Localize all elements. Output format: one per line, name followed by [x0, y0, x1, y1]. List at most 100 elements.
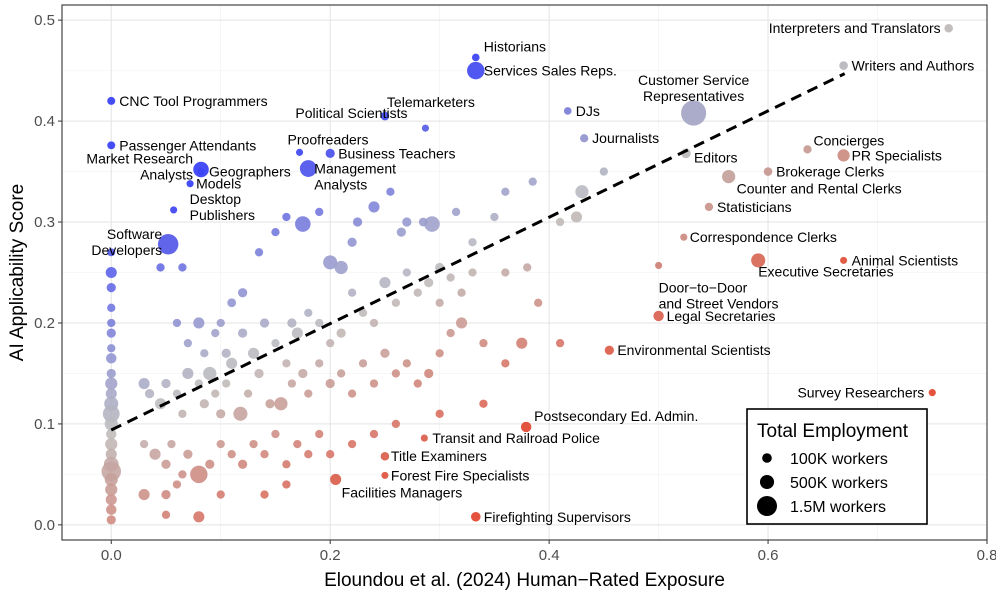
data-point — [282, 359, 291, 368]
data-point — [534, 298, 543, 307]
data-point — [200, 349, 209, 358]
data-point — [167, 439, 176, 449]
data-point — [336, 369, 346, 378]
point-label: Editors — [694, 149, 738, 165]
data-point — [456, 317, 468, 329]
data-point — [203, 366, 217, 381]
labeled-data-point — [604, 345, 614, 355]
legend-swatch — [762, 453, 772, 463]
data-point — [424, 277, 434, 288]
point-label: Title Examiners — [391, 448, 487, 464]
labeled-data-point — [704, 202, 714, 212]
point-label: CNC Tool Programmers — [119, 93, 267, 109]
data-point — [358, 359, 368, 368]
data-point — [161, 378, 171, 389]
data-point — [402, 217, 412, 227]
x-axis-title: Eloundou et al. (2024) Human−Rated Expos… — [324, 570, 725, 591]
data-point — [211, 389, 220, 398]
point-label: Journalists — [592, 130, 659, 146]
point-label: Writers and Authors — [852, 58, 975, 74]
data-point — [516, 337, 528, 349]
data-point — [391, 369, 401, 378]
data-point — [199, 399, 209, 409]
data-point — [347, 237, 357, 247]
point-label: Animal Scientists — [852, 252, 959, 268]
labeled-data-point — [107, 141, 116, 150]
point-label: Forest Fire Specialists — [391, 467, 529, 483]
data-point — [105, 437, 118, 451]
point-label-line: Analysts — [314, 177, 367, 193]
point-label: Transit and Railroad Police — [432, 430, 600, 446]
point-label: Historians — [484, 38, 546, 54]
data-point — [139, 439, 149, 449]
data-point — [347, 389, 357, 398]
data-point — [336, 328, 346, 338]
data-point — [178, 470, 187, 479]
trend-line — [110, 72, 846, 432]
data-point — [260, 450, 269, 459]
labeled-data-point — [653, 310, 664, 322]
data-point — [205, 459, 215, 469]
data-point — [106, 328, 116, 338]
data-point — [161, 510, 171, 519]
data-point — [260, 490, 269, 499]
data-point — [178, 409, 187, 418]
data-point — [172, 480, 182, 489]
data-point — [107, 248, 116, 257]
data-point — [501, 359, 510, 368]
point-label: Facilities Managers — [342, 484, 463, 500]
data-point — [216, 490, 225, 499]
point-label-line: Door−to−Door — [659, 279, 748, 295]
labeled-data-point — [944, 23, 953, 33]
data-point — [105, 483, 118, 496]
labeled-data-point — [840, 256, 848, 264]
data-point — [352, 217, 363, 227]
data-point — [446, 273, 455, 282]
data-point — [287, 318, 297, 328]
y-axis-ticks: 0.0 0.1 0.2 0.3 0.4 0.5 — [34, 12, 62, 534]
data-point — [190, 465, 208, 484]
point-label: Geographers — [209, 164, 291, 180]
y-tick-label: 0.1 — [34, 416, 55, 433]
data-point — [391, 298, 401, 307]
data-point — [386, 187, 395, 196]
point-label: Customer Service Representatives — [638, 72, 749, 104]
data-point — [369, 318, 379, 328]
point-label: Software Developers — [91, 226, 162, 258]
data-point — [402, 359, 411, 368]
data-point — [105, 494, 117, 506]
labeled-data-point — [803, 145, 812, 154]
data-point — [138, 489, 150, 501]
data-point — [193, 317, 205, 329]
point-label: Business Teachers — [338, 145, 455, 161]
legend-label: 500K workers — [790, 475, 888, 492]
data-point — [248, 347, 260, 359]
labeled-data-point — [563, 107, 572, 115]
point-label: Telemarketers — [387, 94, 475, 110]
data-point — [523, 263, 532, 272]
x-tick-label: 0.8 — [977, 547, 996, 564]
data-point — [154, 398, 167, 410]
data-point — [254, 248, 264, 257]
data-point — [106, 504, 117, 515]
point-label: Desktop Publishers — [190, 191, 255, 223]
labeled-data-point — [470, 511, 481, 522]
data-point — [599, 167, 609, 176]
labeled-data-point — [722, 169, 736, 184]
data-point — [105, 377, 118, 390]
x-axis-ticks: 0.0 0.2 0.4 0.6 0.8 — [101, 540, 996, 564]
legend-label: 100K workers — [790, 451, 888, 468]
y-tick-label: 0.2 — [34, 315, 55, 332]
labeled-data-point — [299, 160, 317, 177]
point-label: Passenger Attendants — [119, 137, 256, 153]
data-point — [295, 216, 311, 232]
point-label: Door−to−Door and Street Vendors — [659, 279, 779, 311]
data-point — [304, 308, 313, 318]
labeled-data-point — [681, 100, 707, 126]
point-label: Statisticians — [717, 199, 792, 215]
labeled-data-point — [520, 421, 532, 433]
data-point — [106, 515, 116, 525]
point-label-line: Market Research — [86, 151, 193, 167]
data-point — [304, 389, 313, 398]
